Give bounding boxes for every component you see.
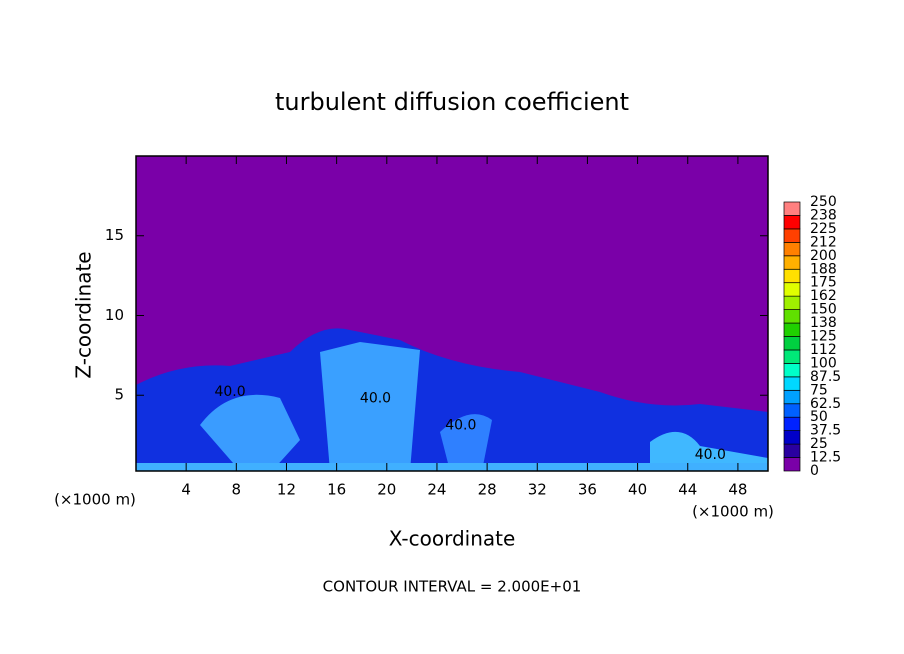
y-tick-label: 5 (114, 386, 124, 404)
colorbar-box (783, 309, 801, 324)
x-tick-label: 44 (678, 481, 697, 499)
colorbar-box (783, 363, 801, 378)
colorbar-box (783, 242, 801, 257)
x-tick-label: 48 (728, 481, 747, 499)
x-tick-label: 20 (377, 481, 396, 499)
x-unit-right: (×1000 m) (692, 503, 774, 521)
colorbar-label: 138 (810, 315, 837, 331)
colorbar-label: 75 (810, 382, 828, 398)
y-tick-label: 10 (105, 306, 124, 324)
chart-title: turbulent diffusion coefficient (275, 88, 629, 116)
colorbar-label: 37.5 (810, 423, 841, 439)
colorbar-label: 112 (810, 342, 837, 358)
contour-label: 40.0 (695, 447, 726, 463)
y-axis-label: Z-coordinate (72, 251, 96, 378)
field-region (650, 431, 768, 471)
colorbar-label: 50 (810, 409, 828, 425)
x-tick-label: 8 (232, 481, 242, 499)
colorbar-box (783, 228, 801, 243)
colorbar-box (783, 268, 801, 284)
colorbar-label: 162 (810, 288, 837, 304)
colorbar-label: 238 (810, 207, 837, 223)
colorbar-box (783, 443, 801, 458)
colorbar-label: 87.5 (810, 369, 841, 385)
plot-frame (135, 155, 769, 472)
contour-label: 40.0 (214, 384, 245, 400)
colorbar-box (783, 215, 801, 230)
colorbar-label: 125 (810, 329, 837, 345)
colorbar-label: 250 (810, 194, 837, 210)
colorbar-label: 175 (810, 275, 837, 291)
colorbar-box (783, 430, 801, 445)
colorbar-box (783, 201, 801, 216)
x-tick-label: 36 (578, 481, 597, 499)
x-unit-left: (×1000 m) (54, 491, 136, 509)
colorbar-box (783, 416, 801, 432)
colorbar-label: 212 (810, 234, 837, 250)
colorbar-label: 225 (810, 221, 837, 237)
x-tick-label: 24 (427, 481, 446, 499)
field-region (200, 394, 300, 471)
colorbar-box (783, 336, 801, 351)
contour-label: 40.0 (360, 390, 391, 406)
x-tick-label: 16 (327, 481, 346, 499)
colorbar-label: 200 (810, 248, 837, 264)
colorbar-label: 25 (810, 436, 828, 452)
colorbar-label: 150 (810, 302, 837, 318)
field-region (440, 414, 492, 471)
x-tick-label: 40 (628, 481, 647, 499)
colorbar-label: 0 (810, 463, 819, 479)
x-tick-label: 4 (181, 481, 191, 499)
x-tick-label: 28 (478, 481, 497, 499)
colorbar-label: 100 (810, 355, 837, 371)
x-axis-label: X-coordinate (389, 527, 516, 551)
plot-field (136, 156, 768, 471)
colorbar-box (783, 295, 801, 310)
colorbar-label: 188 (810, 261, 837, 277)
colorbar-box (783, 389, 801, 405)
field-region (320, 342, 420, 471)
colorbar-label: 62.5 (810, 396, 841, 412)
contour-label: 40.0 (445, 418, 476, 434)
colorbar-box (783, 457, 801, 472)
colorbar-box (783, 255, 801, 270)
footer: CONTOUR INTERVAL = 2.000E+01 (323, 578, 582, 596)
colorbar-box (783, 349, 801, 364)
x-tick-label: 12 (277, 481, 296, 499)
field-region (136, 463, 768, 471)
colorbar-box (783, 403, 801, 418)
colorbar-label: 12.5 (810, 450, 841, 466)
colorbar-box (783, 376, 801, 391)
y-tick-label: 15 (105, 226, 124, 244)
x-tick-label: 32 (528, 481, 547, 499)
colorbar-box (783, 322, 801, 337)
colorbar-box (783, 282, 801, 297)
